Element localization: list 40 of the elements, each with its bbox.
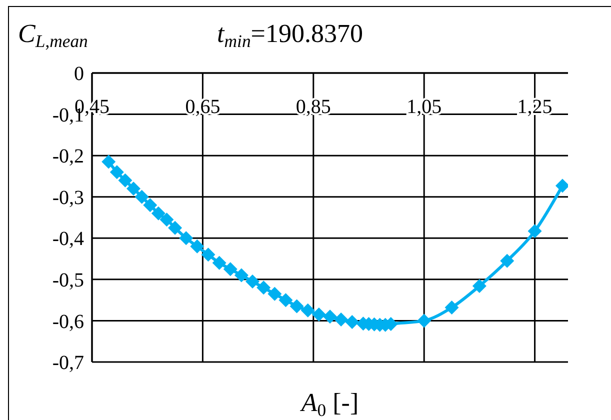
point	[444, 300, 459, 315]
point	[312, 308, 326, 322]
point	[223, 262, 238, 276]
point	[555, 178, 568, 193]
point	[143, 198, 158, 212]
point	[151, 206, 166, 220]
point	[201, 248, 216, 262]
point	[345, 314, 360, 329]
chart-title: t$_{min}$=190.8370	[217, 19, 363, 50]
point	[126, 182, 141, 196]
point	[168, 220, 182, 235]
point	[212, 256, 226, 270]
point	[190, 239, 204, 254]
point	[528, 224, 542, 238]
y-tick-label: -0,7	[52, 352, 84, 374]
point	[268, 286, 282, 301]
point	[334, 312, 348, 326]
y-tick-label: -0,6	[52, 310, 84, 333]
point	[472, 279, 486, 294]
point	[417, 314, 432, 328]
point	[500, 254, 514, 268]
point	[323, 310, 337, 324]
point	[300, 303, 315, 318]
y-tick-label: 0	[74, 63, 84, 86]
point	[134, 190, 149, 204]
point	[234, 268, 248, 282]
y-tick-label: -0,2	[52, 146, 84, 168]
x-axis-title: A$_{0}$ [-]	[299, 388, 359, 420]
y-tick-label: -0,3	[52, 186, 84, 209]
point	[102, 154, 116, 169]
point	[110, 165, 124, 180]
point	[179, 231, 194, 246]
point	[278, 293, 293, 308]
point	[256, 280, 271, 295]
point	[160, 212, 174, 227]
point	[246, 274, 260, 288]
y-tick-label: -0,4	[52, 228, 84, 250]
point	[118, 173, 132, 188]
y-tick-label: -0,5	[52, 270, 84, 292]
point	[290, 299, 304, 314]
